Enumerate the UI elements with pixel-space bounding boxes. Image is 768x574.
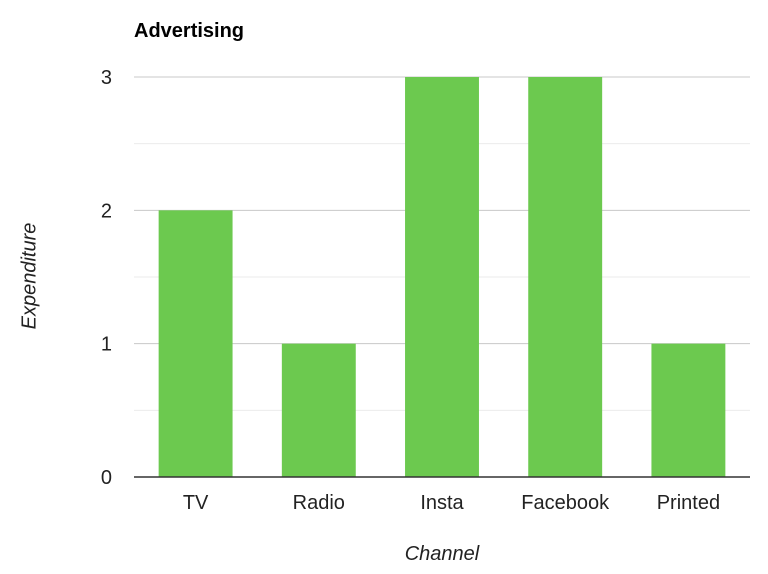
x-axis-title: Channel [404, 543, 480, 565]
x-tick-label: Insta [420, 492, 464, 514]
bar-radio [281, 343, 356, 477]
x-tick-label: Facebook [521, 492, 610, 514]
y-tick-label: 3 [101, 67, 112, 89]
bar-tv [158, 210, 233, 478]
x-tick-label: TV [183, 492, 209, 514]
bar-printed [651, 343, 726, 477]
bar-insta [405, 77, 479, 477]
x-tick-label: Printed [657, 492, 720, 514]
bar-facebook [528, 77, 603, 477]
y-tick-label: 1 [101, 334, 112, 356]
x-tick-label: Radio [293, 492, 345, 514]
y-tick-label: 2 [101, 200, 112, 222]
y-tick-label: 0 [101, 467, 112, 489]
chart-title: Advertising [134, 20, 245, 42]
